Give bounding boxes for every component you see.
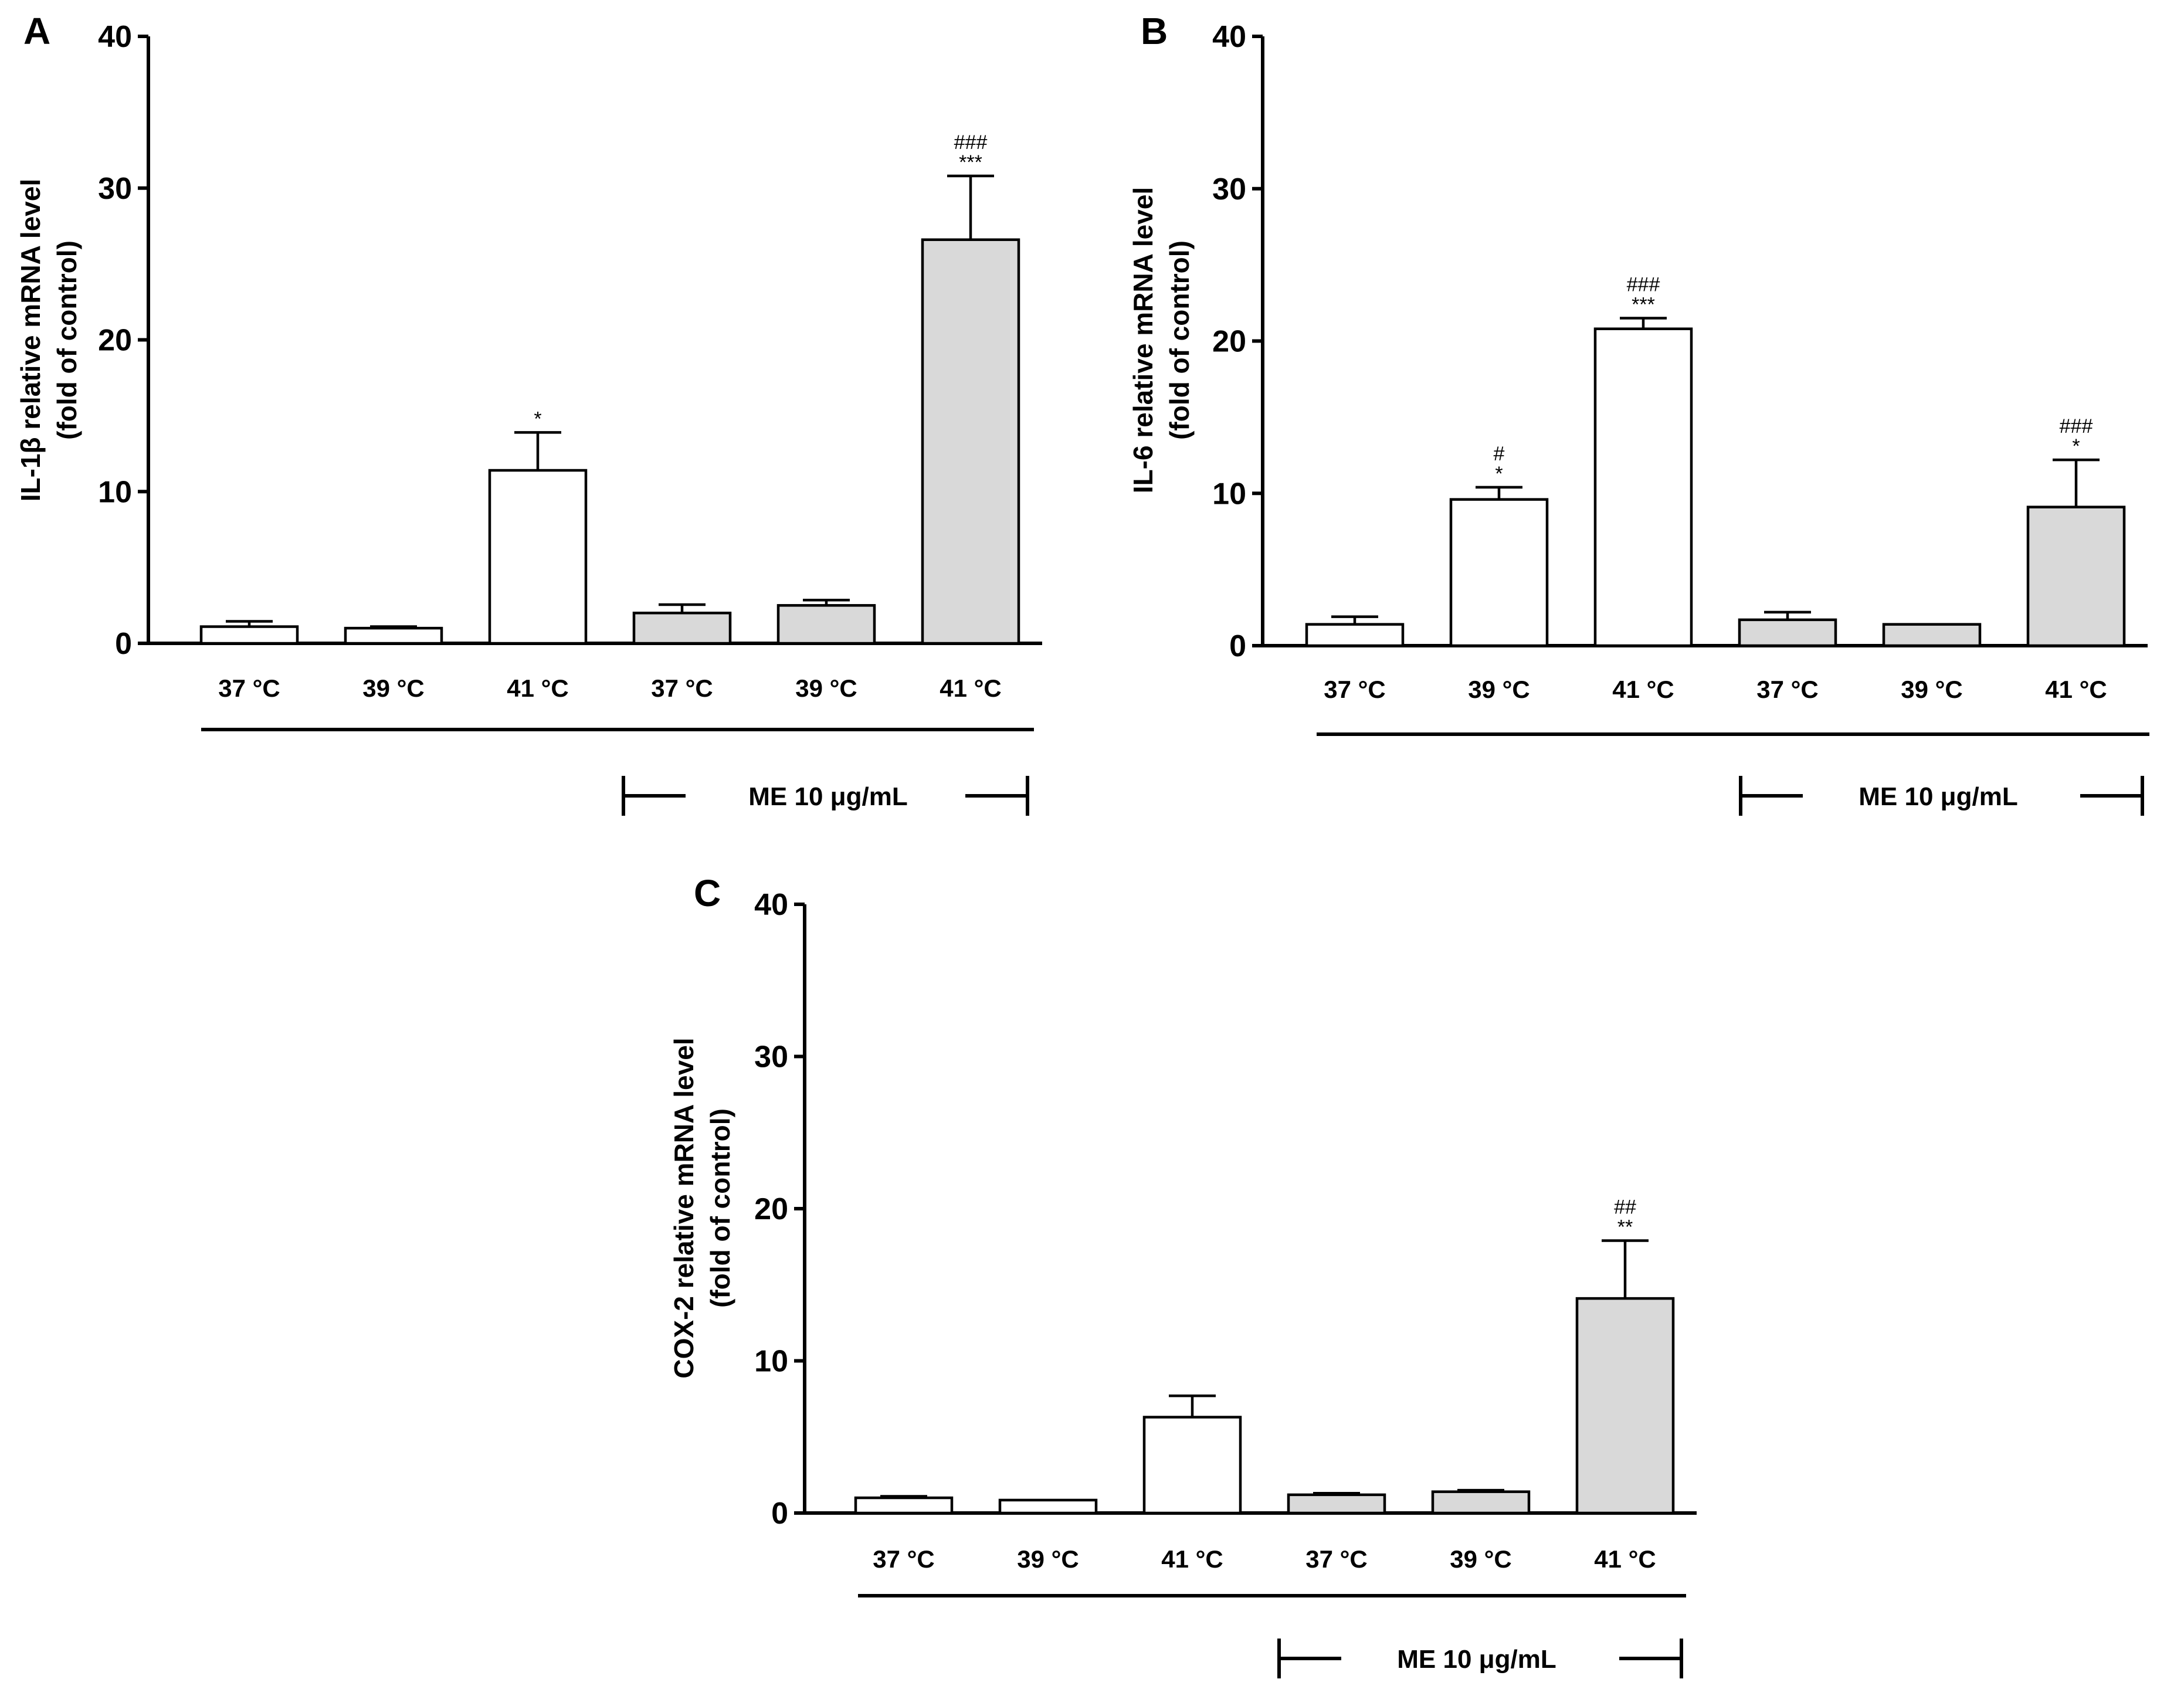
significance-label: ## bbox=[1614, 1196, 1636, 1218]
category-label: 41 °C bbox=[1612, 676, 1674, 703]
y-tick-label: 10 bbox=[98, 475, 132, 509]
bar bbox=[199, 625, 299, 645]
panel-letter: A bbox=[23, 10, 50, 52]
category-label: 41 °C bbox=[940, 674, 1002, 702]
bar bbox=[488, 469, 588, 645]
category-label: 39 °C bbox=[1017, 1545, 1079, 1573]
significance-label: *** bbox=[959, 151, 982, 174]
y-axis-subtitle: (fold of control) bbox=[52, 240, 82, 440]
significance-label: ### bbox=[2060, 415, 2093, 437]
y-tick-label: 30 bbox=[1212, 172, 1246, 206]
category-label: 39 °C bbox=[1901, 676, 1963, 703]
category-label: 39 °C bbox=[1450, 1545, 1512, 1573]
significance-label: ### bbox=[954, 131, 988, 154]
y-tick-label: 30 bbox=[98, 172, 132, 206]
bar bbox=[1738, 618, 1837, 647]
y-tick-label: 40 bbox=[754, 888, 788, 922]
significance-label: # bbox=[1494, 443, 1505, 465]
y-axis-subtitle: (fold of control) bbox=[1164, 240, 1195, 440]
y-tick-label: 10 bbox=[1212, 477, 1246, 511]
category-label: 41 °C bbox=[1161, 1545, 1223, 1573]
category-label: 37 °C bbox=[873, 1545, 935, 1573]
panel-b: B 0 10 20 30 40 IL-6 relative mRNA level (fold … bbox=[1128, 10, 2149, 816]
significance-label: * bbox=[2072, 435, 2080, 457]
y-axis-subtitle: (fold of control) bbox=[705, 1108, 735, 1308]
category-label: 37 °C bbox=[218, 674, 280, 702]
y-tick-label: 0 bbox=[1229, 629, 1246, 663]
significance-label: * bbox=[534, 408, 541, 430]
bar bbox=[1575, 1297, 1675, 1515]
panel-letter: C bbox=[694, 872, 721, 914]
y-axis-title: IL-6 relative mRNA level bbox=[1128, 187, 1158, 493]
bar bbox=[2026, 506, 2126, 647]
y-tick-label: 20 bbox=[754, 1192, 788, 1226]
me-group-label: ME 10 μg/mL bbox=[1859, 782, 2017, 811]
bar bbox=[1287, 1493, 1386, 1515]
panel-c: C 0 10 20 30 40 COX-2 relative mRNA level (fold… bbox=[669, 872, 1697, 1678]
category-label: 39 °C bbox=[795, 674, 857, 702]
y-axis-title: COX-2 relative mRNA level bbox=[669, 1037, 699, 1378]
significance-label: ### bbox=[1627, 274, 1660, 296]
y-tick-label: 10 bbox=[754, 1345, 788, 1379]
bar bbox=[1882, 623, 1982, 647]
y-tick-label: 40 bbox=[98, 20, 132, 54]
category-label: 37 °C bbox=[1756, 676, 1819, 703]
bar bbox=[921, 238, 1020, 645]
y-tick-label: 20 bbox=[1212, 325, 1246, 359]
y-tick-label: 0 bbox=[771, 1497, 788, 1531]
bar bbox=[344, 626, 443, 645]
panel-letter: B bbox=[1141, 10, 1168, 52]
bar bbox=[1449, 498, 1549, 647]
bar bbox=[998, 1498, 1098, 1515]
category-label: 39 °C bbox=[1468, 676, 1530, 703]
y-tick-label: 0 bbox=[115, 627, 132, 661]
me-group-label: ME 10 μg/mL bbox=[748, 782, 907, 811]
significance-label: *** bbox=[1632, 294, 1655, 316]
y-tick-label: 40 bbox=[1212, 20, 1246, 54]
y-tick-label: 20 bbox=[98, 324, 132, 358]
bar bbox=[632, 612, 732, 645]
category-label: 37 °C bbox=[1324, 676, 1386, 703]
bar bbox=[776, 604, 876, 645]
bar bbox=[1142, 1416, 1242, 1515]
me-group-label: ME 10 μg/mL bbox=[1397, 1645, 1556, 1674]
category-label: 41 °C bbox=[1594, 1545, 1656, 1573]
category-label: 41 °C bbox=[2045, 676, 2107, 703]
panel-a: A 0 10 20 30 40 IL-1β relative mRNA level (fold… bbox=[15, 10, 1042, 816]
significance-label: * bbox=[1495, 463, 1503, 485]
category-label: 41 °C bbox=[507, 674, 569, 702]
category-label: 37 °C bbox=[651, 674, 713, 702]
bar bbox=[1593, 327, 1693, 647]
bar bbox=[1305, 623, 1405, 647]
category-label: 37 °C bbox=[1305, 1545, 1368, 1573]
category-label: 39 °C bbox=[362, 674, 425, 702]
bar bbox=[854, 1496, 954, 1515]
bar bbox=[1431, 1490, 1531, 1515]
significance-label: ** bbox=[1617, 1216, 1633, 1238]
y-axis-title: IL-1β relative mRNA level bbox=[15, 179, 46, 501]
y-tick-label: 30 bbox=[754, 1040, 788, 1074]
